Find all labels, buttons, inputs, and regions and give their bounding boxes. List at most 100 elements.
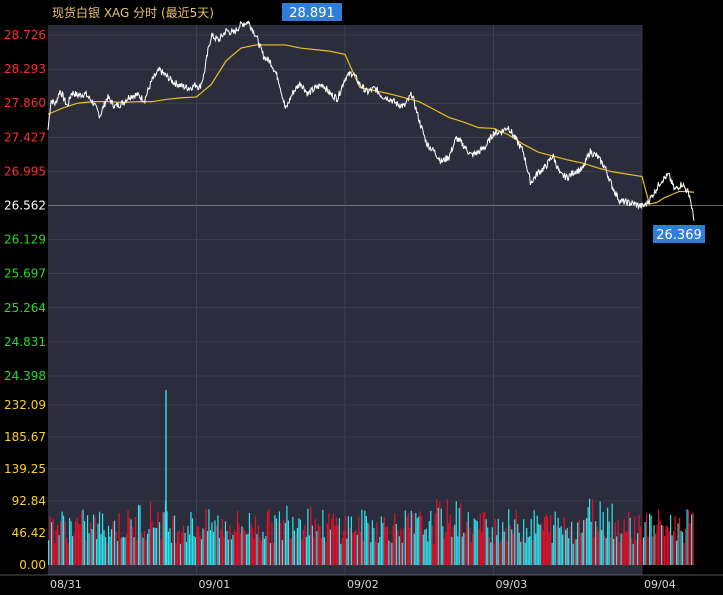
volume-bar — [457, 536, 459, 565]
volume-bar — [403, 528, 405, 565]
volume-bar — [683, 543, 685, 565]
last-price-label: 26.369 — [656, 228, 702, 243]
volume-bar — [364, 510, 366, 565]
max-price-callout: 28.891 — [282, 3, 342, 21]
volume-bar — [374, 541, 376, 565]
volume-bar — [119, 538, 122, 565]
volume-bar — [298, 518, 300, 565]
volume-bar — [616, 536, 618, 565]
volume-bar — [142, 537, 144, 565]
volume-bar — [428, 521, 430, 565]
volume-bar — [469, 527, 471, 565]
volume-spike-bar — [165, 390, 167, 565]
volume-bar — [689, 523, 691, 565]
volume-bar — [658, 509, 660, 565]
volume-bar — [545, 514, 547, 565]
volume-bar — [678, 517, 681, 565]
volume-bar — [175, 543, 177, 565]
volume-bar — [502, 522, 504, 565]
volume-bar — [274, 515, 276, 565]
volume-bar — [550, 514, 552, 565]
volume-bar — [269, 543, 272, 565]
price-tick-label: 24.831 — [4, 335, 46, 349]
volume-bar — [206, 531, 209, 565]
volume-bar — [344, 516, 346, 565]
volume-bar — [410, 510, 412, 565]
volume-bar — [172, 516, 174, 565]
price-tick-label: 28.726 — [4, 28, 46, 42]
x-tick-label: 09/02 — [347, 578, 379, 591]
volume-bar — [643, 537, 645, 565]
volume-bar — [134, 516, 137, 565]
volume-bar — [170, 542, 173, 565]
volume-bar — [209, 530, 212, 565]
volume-bar — [661, 524, 663, 565]
price-tick-label: 26.995 — [4, 164, 46, 178]
volume-bar — [52, 518, 54, 565]
volume-bar — [254, 516, 257, 565]
volume-bar — [622, 533, 624, 565]
volume-bar — [59, 521, 62, 565]
x-tick-label: 09/03 — [496, 578, 528, 591]
volume-bar — [148, 529, 150, 565]
volume-bar — [439, 502, 441, 565]
max-price-label: 28.891 — [289, 6, 335, 21]
volume-bar — [257, 525, 260, 565]
volume-bar — [121, 537, 123, 565]
volume-bar — [667, 526, 669, 565]
volume-bar — [571, 521, 573, 565]
volume-bar — [155, 528, 158, 565]
volume-bars — [48, 390, 694, 565]
volume-bar — [233, 530, 236, 565]
volume-bar — [49, 516, 51, 565]
volume-bar — [48, 540, 50, 565]
volume-bar — [485, 519, 487, 565]
volume-bar — [675, 540, 678, 565]
volume-bar — [424, 529, 426, 565]
volume-bar — [73, 534, 75, 565]
volume-bar — [445, 531, 447, 565]
volume-bar — [511, 529, 513, 565]
volume-bar — [160, 539, 162, 565]
volume-bar — [295, 533, 297, 565]
volume-bar — [115, 531, 117, 565]
volume-bar — [54, 543, 56, 565]
volume-bar — [526, 528, 528, 565]
volume-bar — [662, 525, 664, 565]
volume-bar — [317, 523, 319, 565]
volume-bar — [580, 533, 582, 565]
volume-bar — [409, 527, 411, 565]
avg-line-layer — [47, 44, 695, 205]
volume-bar — [446, 499, 448, 565]
volume-bar — [280, 522, 282, 565]
volume-bar — [566, 527, 568, 565]
volume-bar — [149, 501, 152, 565]
volume-bar — [127, 510, 129, 565]
volume-bar — [671, 535, 673, 565]
volume-bar — [181, 532, 183, 565]
volume-bar — [443, 537, 445, 565]
volume-bar — [587, 507, 589, 565]
volume-bar — [458, 507, 460, 565]
grid — [0, 25, 723, 576]
volume-tick-label: 139.25 — [4, 462, 46, 476]
volume-bar — [220, 529, 222, 565]
volume-bar — [305, 536, 307, 565]
volume-bar — [328, 513, 330, 565]
volume-bar — [617, 520, 619, 565]
volume-bar — [371, 520, 373, 565]
volume-bar — [71, 536, 74, 565]
volume-bar — [421, 515, 423, 565]
volume-bar — [493, 543, 495, 565]
volume-bar — [602, 512, 604, 565]
volume-bar — [499, 542, 501, 565]
volume-bar — [553, 525, 555, 565]
volume-bar — [325, 541, 327, 565]
volume-bar — [326, 523, 328, 565]
volume-bar — [110, 529, 113, 565]
last-price-callout: 26.369 — [653, 225, 705, 243]
volume-bar — [635, 539, 637, 565]
volume-bar — [355, 529, 357, 565]
volume-bar — [476, 520, 478, 565]
volume-bar — [646, 513, 648, 565]
